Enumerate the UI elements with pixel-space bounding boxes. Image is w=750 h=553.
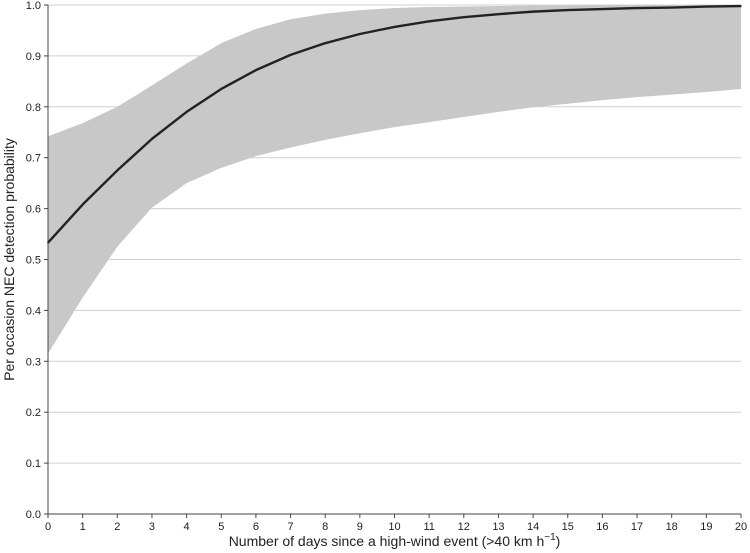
x-tick-label: 20	[735, 521, 747, 533]
x-axis-title: Number of days since a high-wind event (…	[229, 532, 561, 549]
data-point	[116, 169, 119, 172]
data-point	[289, 54, 292, 56]
x-tick-label: 18	[666, 521, 678, 533]
y-axis-title: Per occasion NEC detection probability	[1, 138, 17, 381]
data-point	[47, 241, 49, 244]
y-tick-label: 0.8	[26, 102, 41, 114]
x-tick-label: 13	[492, 521, 504, 533]
x-tick-label: 1	[80, 521, 86, 533]
x-tick-label: 6	[253, 521, 259, 533]
data-point	[81, 203, 84, 206]
data-point	[705, 5, 708, 8]
x-tick-label: 15	[562, 521, 574, 533]
data-point	[566, 9, 569, 11]
data-point	[393, 26, 396, 28]
x-tick-label: 5	[218, 521, 224, 533]
data-point	[220, 88, 223, 90]
data-point	[255, 69, 257, 71]
data-point	[740, 5, 742, 7]
y-tick-label: 0.4	[26, 305, 41, 317]
y-tick-label: 0.2	[26, 407, 41, 419]
x-tick-label: 10	[388, 521, 400, 533]
y-tick-label: 0.6	[26, 204, 41, 216]
x-tick-label: 4	[184, 521, 190, 533]
x-tick-label: 16	[596, 521, 608, 533]
y-tick-label: 1.0	[26, 0, 41, 12]
x-axis-ticks: 0 1 2 3 4 5 6 7 8 9 10 11 12 13 14 15 16 17 18 19 20	[45, 514, 747, 533]
x-axis-title-close: )	[556, 533, 561, 549]
x-tick-label: 8	[322, 521, 328, 533]
confidence-band	[48, 5, 741, 354]
x-tick-label: 7	[287, 521, 293, 533]
x-tick-label: 17	[631, 521, 643, 533]
y-tick-label: 0.5	[26, 255, 41, 267]
data-point	[324, 42, 327, 44]
y-axis-ticks: 0.0 0.1 0.2 0.3 0.4 0.5 0.6 0.7 0.8 0.9 1.0	[26, 0, 48, 521]
data-point	[601, 8, 604, 10]
data-points	[47, 5, 742, 244]
data-point	[151, 138, 153, 140]
data-point	[532, 10, 534, 13]
data-point	[670, 6, 673, 9]
data-point	[636, 7, 638, 9]
x-tick-label: 12	[458, 521, 470, 533]
x-tick-label: 3	[149, 521, 155, 533]
y-tick-label: 0.0	[26, 509, 41, 521]
data-point	[463, 16, 465, 19]
data-point	[359, 33, 361, 35]
x-tick-label: 14	[527, 521, 539, 533]
data-point	[185, 111, 188, 113]
data-point	[497, 13, 500, 15]
y-tick-label: 0.9	[26, 51, 41, 63]
x-tick-label: 11	[423, 521, 434, 533]
y-tick-label: 0.1	[26, 458, 41, 470]
x-tick-label: 19	[700, 521, 712, 533]
y-tick-label: 0.7	[26, 153, 41, 165]
x-axis-title-superscript: −1	[544, 532, 556, 543]
y-tick-label: 0.3	[26, 356, 41, 368]
data-point	[428, 20, 430, 23]
x-tick-label: 2	[114, 521, 120, 533]
x-tick-label: 9	[357, 521, 363, 533]
x-axis-title-main: Number of days since a high-wind event (…	[229, 533, 545, 549]
x-tick-label: 0	[45, 521, 51, 533]
